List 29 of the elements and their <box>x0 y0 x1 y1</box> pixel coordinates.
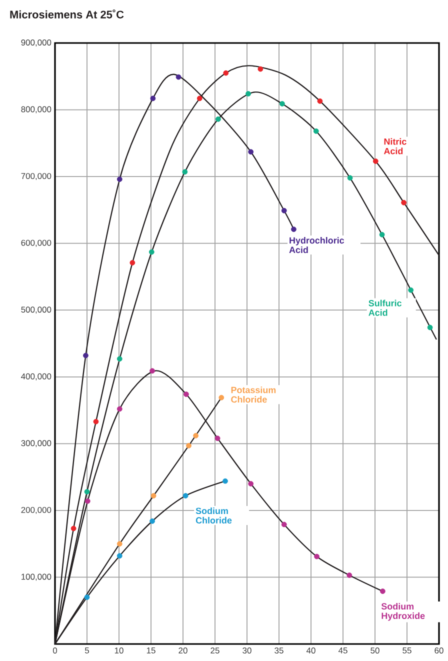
series-label: Sulfuric Acid <box>368 300 402 316</box>
x-tick-label: 45 <box>338 648 348 654</box>
y-tick-label: 300,000 <box>21 440 52 448</box>
series-label: Nitric Acid <box>384 138 406 154</box>
x-tick-label: 5 <box>84 648 90 654</box>
y-tick-label: 200,000 <box>21 506 52 514</box>
series-label: Potassium Chloride <box>231 386 276 403</box>
series-label: Sodium Chloride <box>196 507 232 524</box>
y-tick-label: 400,000 <box>21 373 52 380</box>
x-tick-label: 40 <box>306 648 316 654</box>
y-tick-label: 900,000 <box>21 40 52 46</box>
x-tick-label: 35 <box>274 648 284 654</box>
x-tick-label: 25 <box>210 648 220 654</box>
x-tick-label: 10 <box>114 648 124 654</box>
chart-title: Microsiemens At 25˚C <box>10 10 124 18</box>
y-tick-label: 800,000 <box>21 106 52 114</box>
x-tick-label: 30 <box>242 648 252 654</box>
x-tick-label: 60 <box>434 648 444 654</box>
x-tick-label: 15 <box>146 648 156 654</box>
y-tick-label: 500,000 <box>21 306 52 314</box>
y-tick-label: 600,000 <box>21 240 52 247</box>
y-tick-label: 100,000 <box>22 574 52 581</box>
x-tick-label: 50 <box>370 648 380 654</box>
x-tick-label: 55 <box>402 648 412 654</box>
x-tick-label: 20 <box>178 648 188 654</box>
y-tick-label: 700,000 <box>21 173 52 180</box>
series-label: Hydrochloric Acid <box>289 237 344 254</box>
x-tick-label: 0 <box>52 648 58 654</box>
series-label: Sodium Hydroxide <box>381 602 425 621</box>
